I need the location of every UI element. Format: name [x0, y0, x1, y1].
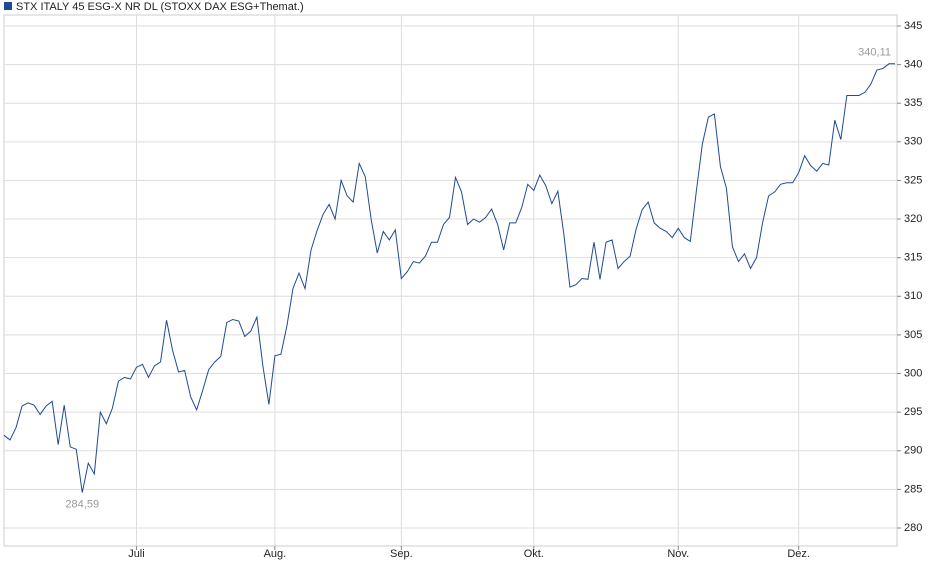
x-tick-label: Okt.	[524, 548, 544, 560]
x-tick-label: Aug.	[264, 548, 287, 560]
plot-area	[3, 14, 898, 547]
y-tick-label: 285	[904, 483, 922, 495]
y-tick-label: 320	[904, 213, 922, 225]
legend-swatch	[4, 2, 12, 10]
y-tick-label: 340	[904, 58, 922, 70]
x-tick-label: Nov.	[667, 548, 689, 560]
y-tick-label: 305	[904, 329, 922, 341]
y-tick-label: 335	[904, 97, 922, 109]
value-label: 284,59	[65, 498, 99, 510]
y-tick-label: 315	[904, 252, 922, 264]
y-tick-label: 325	[904, 174, 922, 186]
x-tick-label: Sep.	[390, 548, 413, 560]
y-tick-label: 295	[904, 406, 922, 418]
y-tick-label: 300	[904, 367, 922, 379]
x-tick-label: Dez.	[787, 548, 810, 560]
legend-label: STX ITALY 45 ESG-X NR DL (STOXX DAX ESG+…	[16, 1, 304, 13]
y-tick-label: 280	[904, 522, 922, 534]
x-tick-label: Juli	[128, 548, 145, 560]
y-tick-label: 290	[904, 445, 922, 457]
y-tick-label: 310	[904, 290, 922, 302]
line	[3, 63, 896, 493]
value-label: 340,11	[858, 47, 891, 59]
y-tick-label: 330	[904, 136, 922, 148]
y-tick-label: 345	[904, 20, 922, 32]
